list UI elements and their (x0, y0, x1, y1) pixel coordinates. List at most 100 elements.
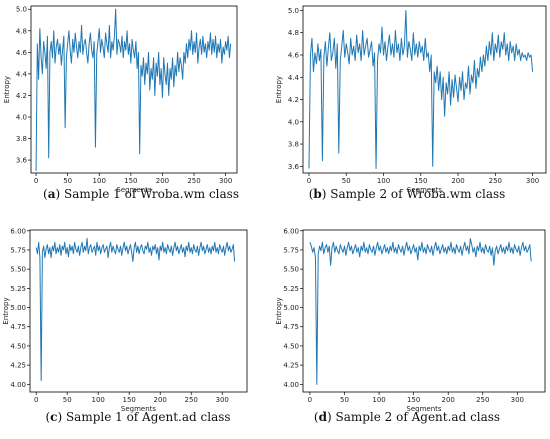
x-tick-label: 250 (187, 177, 200, 185)
caption-paren-open: ( (45, 410, 51, 424)
y-tick-label: 5.00 (283, 304, 299, 312)
x-tick-label: 150 (123, 396, 136, 404)
x-tick-label: 0 (34, 396, 38, 404)
x-tick-label: 100 (93, 177, 106, 185)
x-tick-label: 250 (489, 177, 502, 185)
y-tick-label: 5.50 (283, 266, 299, 274)
chart-d: 0 50 100 150 200 250 300 4.00 4.25 4.50 4.75 5.00 5.… (275, 227, 546, 413)
y-tick-label: 4.75 (283, 323, 299, 331)
caption-text: Sample 1 of Agent.ad class (62, 410, 231, 424)
y-tick-label: 4.4 (288, 74, 300, 82)
y-tick-label: 4.2 (16, 92, 27, 100)
entropy-series-line (35, 237, 236, 381)
y-tick-label: 4.6 (288, 51, 300, 59)
x-tick-label: 300 (216, 396, 229, 404)
entropy-series-line (309, 237, 532, 385)
caption-text: Sample 1 of Wroba.wm class (60, 187, 239, 201)
x-axis-label: Segments (407, 186, 443, 194)
x-tick-label: 0 (308, 396, 312, 404)
y-tick-label: 5.50 (10, 266, 26, 274)
x-tick-label: 50 (340, 396, 349, 404)
y-tick-label: 3.6 (16, 157, 28, 165)
subfigure-caption: (c) Sample 1 of Agent.ad class (45, 410, 230, 424)
x-tick-label: 0 (34, 177, 38, 185)
caption-letter: a (47, 187, 56, 201)
x-axis-label: Segments (116, 186, 152, 194)
y-tick-label: 5.75 (283, 246, 299, 254)
y-tick-label: 3.6 (288, 163, 300, 171)
plot-frame (30, 5, 238, 174)
caption-letter: d (318, 410, 327, 424)
y-tick-label: 3.8 (16, 135, 27, 143)
y-tick-label: 4.2 (288, 96, 299, 104)
y-tick-label: 6.00 (283, 227, 299, 235)
caption-paren-close: ) (57, 410, 63, 424)
x-tick-label: 0 (307, 177, 311, 185)
x-tick-label: 300 (526, 177, 539, 185)
x-tick-label: 100 (92, 396, 105, 404)
caption-paren-close: ) (326, 410, 332, 424)
y-tick-label: 4.4 (16, 70, 28, 78)
y-tick-label: 4.75 (10, 323, 26, 331)
y-tick-label: 6.00 (10, 227, 26, 235)
y-tick-label: 5.0 (16, 6, 27, 14)
y-tick-label: 5.25 (283, 285, 299, 293)
chart-b: 0 50 100 150 200 250 300 3.6 3.8 4.0 4.2 4.4 4.6 4.8 5… (275, 5, 547, 194)
y-tick-label: 3.8 (288, 141, 299, 149)
entropy-series-line (308, 9, 534, 170)
x-tick-label: 150 (407, 396, 420, 404)
x-tick-label: 150 (414, 177, 427, 185)
y-tick-label: 4.8 (288, 29, 299, 37)
caption-paren-close: ) (321, 187, 327, 201)
x-tick-label: 250 (185, 396, 198, 404)
caption-text: Sample 2 of Wroba.wm class (326, 187, 506, 201)
subfigure-caption: (d) Sample 2 of Agent.ad class (314, 410, 500, 424)
plot-frame (302, 229, 546, 393)
x-axis-label: Segments (406, 405, 442, 413)
x-tick-label: 200 (451, 177, 464, 185)
y-tick-label: 4.6 (16, 49, 28, 57)
y-tick-label: 4.50 (283, 342, 299, 350)
y-tick-label: 4.00 (283, 381, 299, 389)
x-tick-label: 50 (63, 396, 72, 404)
y-tick-label: 5.25 (10, 285, 26, 293)
caption-letter: b (313, 187, 322, 201)
y-axis-label: Entropy (275, 76, 283, 103)
x-tick-label: 300 (511, 396, 524, 404)
caption-paren-open: ( (43, 187, 48, 201)
x-tick-label: 250 (476, 396, 489, 404)
y-tick-label: 4.25 (283, 362, 299, 370)
caption-paren-close: ) (55, 187, 61, 201)
entropy-series-line (35, 8, 232, 171)
x-tick-label: 100 (377, 177, 390, 185)
x-tick-label: 200 (156, 177, 169, 185)
y-axis-label: Entropy (3, 76, 11, 103)
y-axis-label: Entropy (2, 297, 10, 324)
x-axis-label: Segments (121, 405, 157, 413)
caption-letter: c (50, 410, 58, 424)
chart-c: 0 50 100 150 200 250 300 4.00 4.25 4.50 4.75 5.00 5.… (2, 227, 248, 413)
x-tick-label: 200 (442, 396, 455, 404)
y-tick-label: 4.0 (288, 118, 299, 126)
x-tick-label: 200 (154, 396, 167, 404)
x-tick-label: 100 (372, 396, 385, 404)
y-tick-label: 5.75 (10, 246, 26, 254)
y-tick-label: 4.0 (16, 113, 27, 121)
x-tick-label: 300 (219, 177, 232, 185)
y-axis-label: Entropy (275, 297, 283, 324)
x-tick-label: 150 (124, 177, 137, 185)
y-tick-label: 4.50 (10, 342, 26, 350)
subfigure-caption: (b) Sample 2 of Wroba.wm class (309, 187, 506, 201)
y-tick-label: 5.00 (10, 304, 26, 312)
caption-text: Sample 2 of Agent.ad class (331, 410, 501, 424)
plot-frame (29, 229, 248, 393)
x-tick-label: 50 (63, 177, 72, 185)
y-tick-label: 4.8 (16, 27, 27, 35)
y-tick-label: 5.0 (288, 7, 299, 15)
y-tick-label: 4.25 (10, 362, 26, 370)
caption-paren-open: ( (308, 187, 314, 201)
y-tick-label: 4.00 (10, 381, 26, 389)
caption-paren-open: ( (313, 410, 319, 424)
x-tick-label: 50 (342, 177, 351, 185)
